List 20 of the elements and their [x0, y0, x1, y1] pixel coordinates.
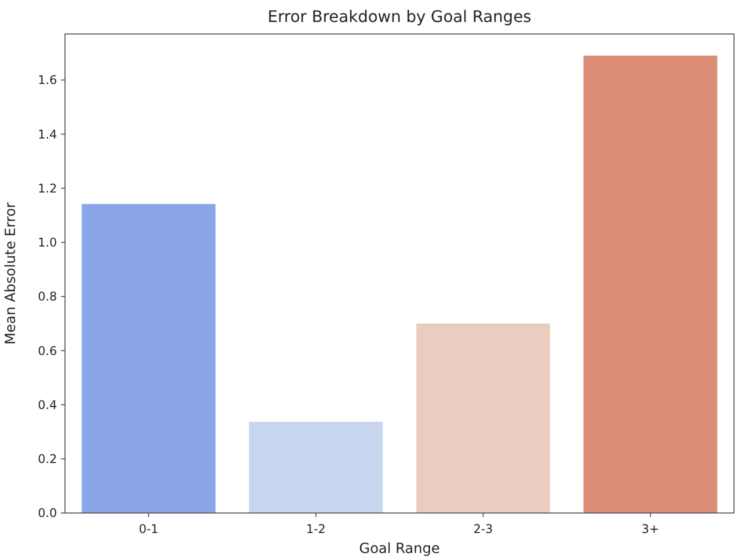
y-tick-label: 0.6 — [38, 344, 57, 358]
y-tick-label: 1.4 — [38, 127, 57, 142]
y-tick-label: 1.6 — [38, 73, 57, 88]
x-tick-label: 1-2 — [306, 522, 326, 536]
y-tick-label: 0.2 — [38, 452, 57, 466]
y-axis-title: Mean Absolute Error — [3, 202, 19, 345]
y-tick-label: 1.2 — [38, 181, 57, 196]
y-tick-label: 1.0 — [38, 236, 57, 250]
y-tick-label: 0.0 — [38, 506, 57, 520]
x-axis-title: Goal Range — [359, 541, 440, 557]
bar — [82, 204, 216, 513]
bar — [416, 324, 550, 513]
bar — [583, 56, 718, 513]
x-tick-label: 3+ — [642, 522, 660, 536]
x-tick-label: 2-3 — [473, 522, 493, 536]
chart-title: Error Breakdown by Goal Ranges — [268, 7, 532, 26]
y-tick-label: 0.8 — [38, 290, 57, 304]
bar — [248, 422, 383, 513]
x-tick-label: 0-1 — [138, 522, 158, 536]
y-tick-label: 0.4 — [38, 398, 57, 412]
